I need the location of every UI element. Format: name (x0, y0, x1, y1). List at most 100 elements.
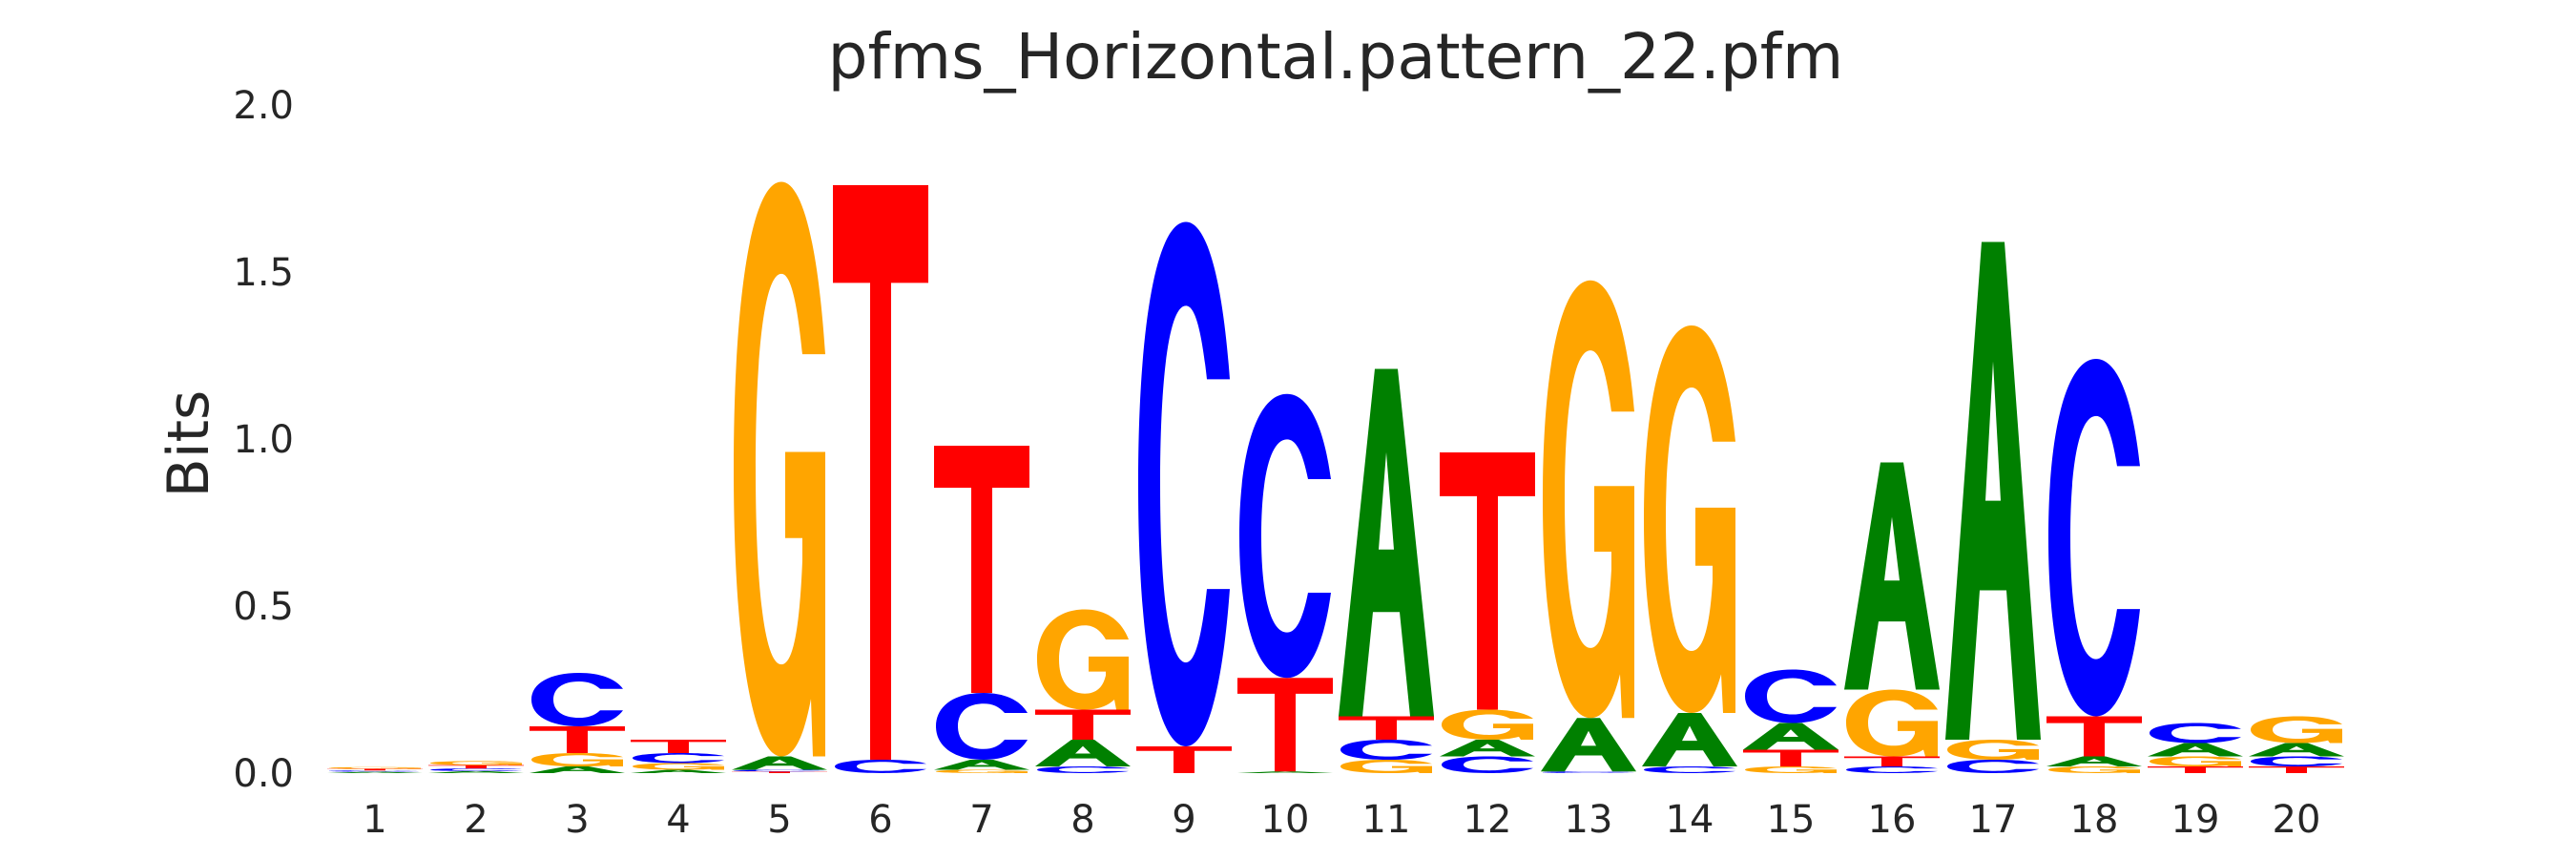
logo-letter-c (633, 753, 724, 764)
x-tick-label: 17 (1969, 798, 2018, 842)
logo-letter-a (1844, 462, 1940, 690)
logo-letter-t (1136, 746, 1232, 773)
logo-letter-c (430, 768, 522, 771)
logo-letter-g (1644, 325, 1735, 713)
logo-letter-c (835, 760, 926, 773)
logo-letter-a (1945, 241, 2041, 740)
logo-letter-c (329, 770, 421, 772)
logo-letter-c (1846, 766, 1938, 773)
logo-letter-t (1440, 452, 1535, 710)
x-tick-label: 8 (1070, 798, 1094, 842)
y-axis-ticks: 0.0 0.5 1.0 1.5 2.0 (233, 84, 294, 796)
x-tick-label: 7 (969, 798, 993, 842)
x-tick-label: 18 (2070, 798, 2119, 842)
logo-letter-c (734, 769, 825, 772)
x-tick-label: 12 (1464, 798, 1512, 842)
x-tick-label: 10 (1261, 798, 1310, 842)
logo-letter-a (1642, 713, 1737, 766)
logo-letter-t (1035, 709, 1131, 740)
x-tick-label: 9 (1172, 798, 1195, 842)
y-tick-label: 0.0 (233, 752, 294, 796)
x-tick-label: 3 (565, 798, 589, 842)
x-tick-label: 14 (1666, 798, 1714, 842)
x-axis-ticks: 1 2 3 4 5 6 7 8 9 10 11 12 13 14 15 16 17 18 19 20 (363, 798, 2320, 842)
logo-letter-c (1239, 393, 1331, 679)
logo-letter-a (732, 756, 827, 770)
logo-letter-c (1644, 766, 1735, 773)
logo-letter-g (430, 761, 522, 765)
x-tick-label: 20 (2273, 798, 2321, 842)
y-tick-label: 0.5 (233, 585, 294, 629)
logo-letter-a (1237, 771, 1333, 773)
logo-letter-g (2048, 766, 2140, 773)
logo-letter-a (2249, 743, 2344, 757)
logo-letter-c (2251, 756, 2342, 766)
logo-letter-t (428, 765, 524, 769)
logo-letter-g (1543, 280, 1634, 719)
logo-letter-c (2048, 359, 2140, 717)
logo-letter-g (1947, 740, 2039, 760)
x-tick-label: 15 (1767, 798, 1816, 842)
y-tick-label: 1.0 (233, 418, 294, 462)
logo-letter-t (2148, 766, 2243, 773)
logo-letter-g (1037, 609, 1129, 710)
logo-letter-t (833, 185, 928, 760)
logo-letter-t (327, 768, 423, 771)
logo-letter-c (2150, 723, 2241, 744)
logo-letter-a (1035, 740, 1131, 766)
y-axis-label: Bits (156, 390, 222, 498)
logo-letter-a (1743, 723, 1839, 750)
logo-letter-t (2249, 766, 2344, 773)
logo-letter-c (1138, 221, 1230, 746)
x-tick-label: 6 (868, 798, 892, 842)
y-tick-label: 2.0 (233, 84, 294, 128)
logo-letter-a (428, 770, 524, 773)
logo-letter-c (936, 693, 1028, 760)
logo-letter-g (633, 763, 724, 770)
logo-letter-t (1237, 678, 1333, 772)
logo-letter-g (1745, 766, 1837, 773)
x-tick-label: 1 (363, 798, 386, 842)
logo-letter-c (531, 673, 623, 726)
logo-letter-g (2150, 756, 2241, 766)
logo-letter-t (530, 726, 625, 753)
x-tick-label: 16 (1868, 798, 1917, 842)
logo-letter-g (936, 769, 1028, 773)
logo-letter-t (2046, 716, 2142, 757)
logo-letter-stacks (327, 181, 2344, 773)
logo-letter-c (1543, 771, 1634, 773)
logo-letter-a (2148, 743, 2243, 757)
logo-letter-g (531, 753, 623, 766)
x-tick-label: 11 (1362, 798, 1411, 842)
y-tick-label: 1.5 (233, 251, 294, 295)
logo-letter-t (631, 740, 726, 753)
logo-letter-t (1844, 756, 1940, 766)
logo-letter-c (1442, 756, 1533, 773)
logo-letter-g (1846, 689, 1938, 757)
logo-letter-t (1743, 749, 1839, 766)
x-tick-label: 2 (464, 798, 488, 842)
logo-letter-c (1340, 740, 1432, 760)
logo-letter-a (327, 771, 423, 773)
logo-letter-t (934, 446, 1029, 693)
chart-title: pfms_Horizontal.pattern_22.pfm (828, 20, 1844, 94)
logo-letter-g (1340, 760, 1432, 773)
logo-letter-a (530, 766, 625, 773)
logo-letter-c (1037, 766, 1129, 773)
x-tick-label: 4 (666, 798, 690, 842)
x-tick-label: 5 (767, 798, 791, 842)
logo-letter-g (1442, 709, 1533, 740)
logo-letter-a (631, 769, 726, 773)
logo-letter-a (1440, 740, 1535, 757)
logo-letter-a (2046, 756, 2142, 766)
logo-letter-a (934, 760, 1029, 770)
logo-letter-t (1339, 716, 1434, 740)
logo-letter-a (1541, 718, 1636, 772)
x-tick-label: 19 (2171, 798, 2220, 842)
x-tick-label: 13 (1565, 798, 1613, 842)
logo-letter-g (329, 766, 421, 769)
logo-letter-c (1947, 760, 2039, 773)
logo-letter-g (734, 181, 825, 757)
logo-letter-t (732, 771, 827, 773)
